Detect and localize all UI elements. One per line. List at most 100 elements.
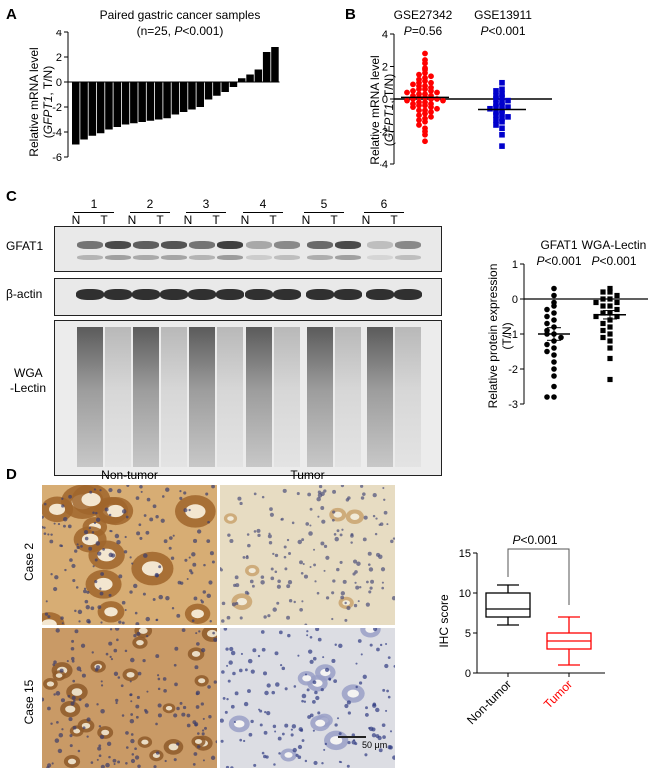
lane-n-label: N <box>183 213 193 227</box>
nucleus <box>248 732 253 737</box>
nucleus <box>316 496 321 502</box>
bar <box>121 82 130 125</box>
nucleus <box>323 489 327 493</box>
nucleus <box>299 607 303 612</box>
nucleus <box>45 600 48 603</box>
nucleus <box>163 539 168 544</box>
nucleus <box>105 652 109 656</box>
nucleus <box>195 690 201 695</box>
nucleus <box>83 589 87 594</box>
y-tick-label: -2 <box>508 364 518 376</box>
nucleus <box>134 611 138 615</box>
data-point <box>493 104 499 110</box>
data-point <box>416 107 422 114</box>
nucleus <box>110 658 114 661</box>
nucleus <box>91 651 94 654</box>
nucleus <box>261 495 265 499</box>
nucleus <box>211 485 215 489</box>
nucleus <box>158 565 162 569</box>
panel-a-bar-chart: -6 -4 -2 0 2 4 <box>52 30 280 164</box>
nucleus <box>113 671 119 676</box>
gland-lumen <box>101 729 110 736</box>
nucleus <box>357 600 360 603</box>
bar <box>138 82 146 122</box>
nucleus <box>191 619 195 623</box>
nucleus <box>249 579 254 584</box>
nucleus <box>263 754 267 759</box>
y-tick-label: 0 <box>56 77 62 89</box>
nucleus <box>98 725 102 728</box>
nucleus <box>108 513 112 517</box>
lane-t-label: T <box>390 213 398 227</box>
data-point <box>607 376 613 383</box>
panel-d-letter: D <box>6 466 17 483</box>
data-point <box>404 97 410 104</box>
nucleus <box>176 613 181 618</box>
data-point <box>600 296 606 302</box>
nucleus <box>331 658 336 663</box>
nucleus <box>227 533 231 537</box>
nucleus <box>194 723 198 727</box>
data-point <box>607 317 613 323</box>
nucleus <box>109 529 112 533</box>
lectin-lane <box>307 327 333 467</box>
nucleus <box>246 555 249 558</box>
nucleus <box>284 687 288 691</box>
bar <box>88 82 97 136</box>
nucleus <box>261 751 265 755</box>
nucleus <box>315 628 320 632</box>
nucleus <box>339 560 343 564</box>
nucleus <box>183 508 188 513</box>
nucleus <box>222 696 226 700</box>
nucleus <box>283 555 287 559</box>
nucleus <box>373 628 378 632</box>
data-point <box>410 87 416 94</box>
nucleus <box>135 622 140 625</box>
y-tick-label: 0 <box>512 294 518 306</box>
nucleus <box>193 596 198 601</box>
data-point <box>493 88 499 94</box>
data-point <box>499 102 505 109</box>
blot-band <box>217 255 243 260</box>
data-point <box>410 81 416 88</box>
nucleus <box>359 585 362 589</box>
data-point <box>600 327 606 334</box>
nucleus <box>324 742 328 746</box>
blot-band <box>307 255 333 260</box>
data-point <box>551 366 557 372</box>
data-point <box>551 310 557 316</box>
nucleus <box>387 695 391 699</box>
nucleus <box>76 543 79 546</box>
nucleus <box>154 572 159 578</box>
nucleus <box>61 622 64 625</box>
nucleus <box>331 518 335 522</box>
nucleus <box>125 731 129 735</box>
bar <box>238 78 246 82</box>
nucleus <box>100 709 105 714</box>
nucleus <box>290 728 293 731</box>
nucleus <box>324 667 330 672</box>
nucleus <box>247 689 251 693</box>
data-point <box>505 104 511 110</box>
nucleus <box>272 552 275 556</box>
panel-b-dataset2-name: GSE13911 <box>474 8 532 22</box>
nucleus <box>106 741 112 747</box>
y-tick-label: 2 <box>56 52 62 64</box>
nucleus <box>142 659 146 663</box>
nucleus <box>125 515 129 519</box>
nucleus <box>83 587 87 590</box>
blot-band <box>161 255 187 260</box>
nucleus <box>155 751 160 755</box>
nucleus <box>100 684 104 687</box>
lane-bracket <box>74 212 114 213</box>
nucleus <box>235 601 239 606</box>
nucleus <box>220 739 224 743</box>
gland-lumen <box>191 609 204 619</box>
nucleus <box>192 562 197 567</box>
y-tick-label: 4 <box>382 30 388 41</box>
lectin-lane <box>246 327 272 467</box>
data-point <box>607 285 613 292</box>
nucleus <box>71 659 75 663</box>
lectin-lane <box>77 327 103 467</box>
data-point <box>551 303 557 309</box>
